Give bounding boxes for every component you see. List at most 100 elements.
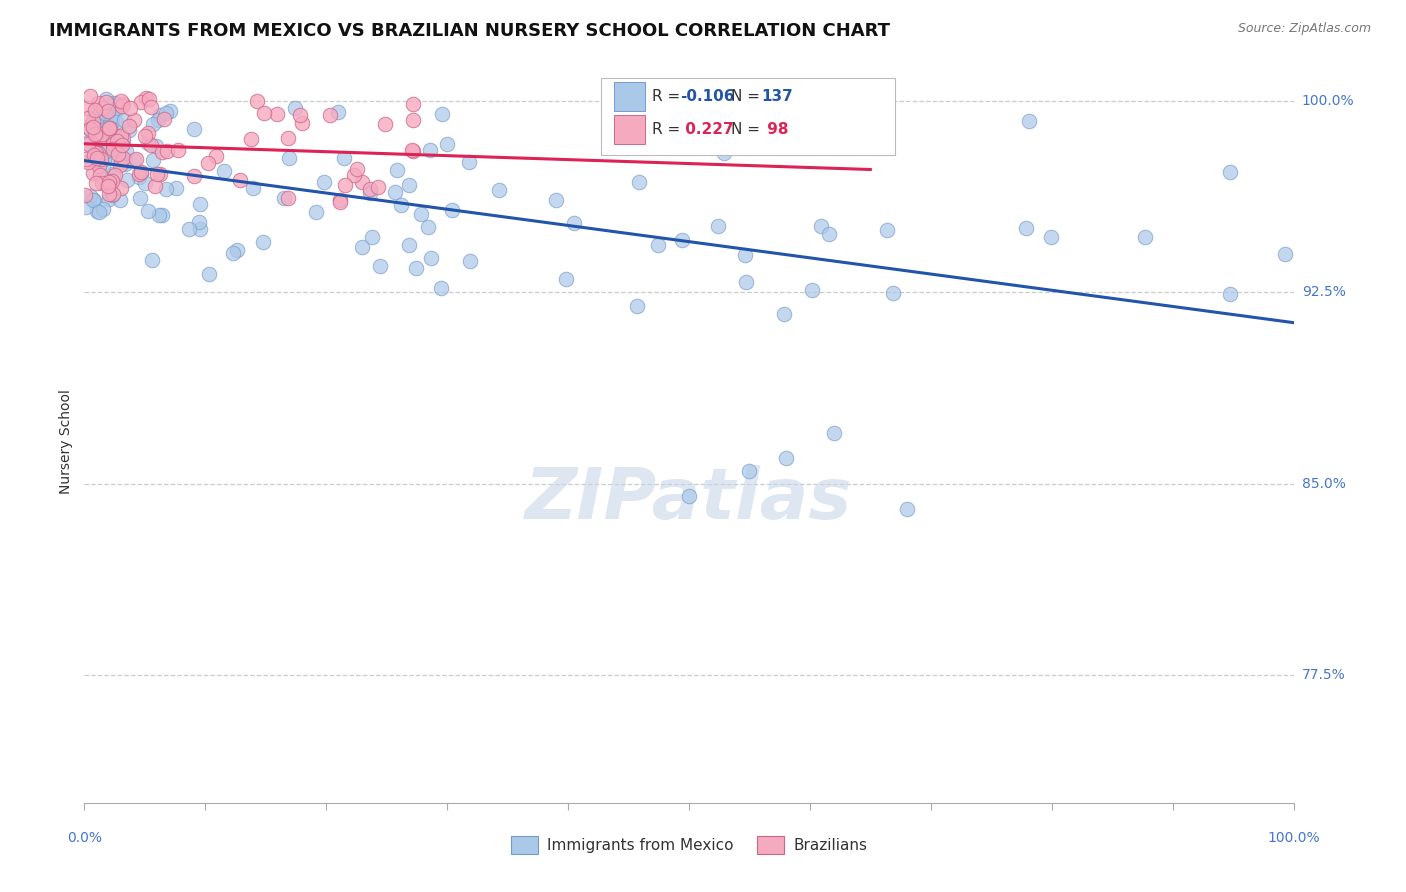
Point (84, 129, 107, 144)
Point (87, 96, 110, 111)
Point (114, 157, 136, 171)
Point (75, 200, 97, 214)
Point (112, 154, 135, 169)
Point (138, 92, 160, 106)
Point (89, 168, 111, 182)
Point (97, 178, 120, 193)
Text: 137: 137 (762, 89, 793, 103)
Point (142, 117, 165, 131)
Point (103, 136, 125, 151)
Point (82, 120, 104, 135)
Point (76, 101, 98, 115)
Point (90, 127, 112, 141)
Point (896, 502, 918, 516)
Point (350, 239, 373, 253)
Point (129, 166, 152, 180)
Text: -0.106: -0.106 (681, 89, 735, 103)
Point (627, 175, 650, 189)
Point (118, 101, 141, 115)
Point (197, 156, 219, 170)
Point (671, 234, 693, 248)
Point (110, 128, 132, 143)
Text: 85.0%: 85.0% (1302, 476, 1346, 491)
Point (876, 223, 898, 237)
Point (76, 111, 98, 125)
Point (91, 176, 114, 190)
Point (136, 126, 159, 140)
Point (823, 425, 845, 440)
Point (93, 159, 115, 173)
Point (401, 143, 423, 157)
Point (544, 193, 567, 207)
Point (359, 186, 381, 201)
Point (122, 113, 145, 128)
Point (84, 113, 107, 128)
Point (101, 142, 124, 156)
Point (139, 138, 162, 153)
Point (389, 198, 412, 212)
Point (98, 187, 121, 202)
Point (772, 307, 794, 321)
Point (699, 117, 721, 131)
Point (83, 193, 105, 207)
Legend: Immigrants from Mexico, Brazilians: Immigrants from Mexico, Brazilians (505, 830, 873, 860)
Point (420, 251, 443, 265)
Point (430, 107, 453, 121)
Point (343, 168, 366, 182)
Point (83, 148, 105, 162)
Point (101, 109, 124, 123)
Point (104, 95, 127, 110)
Point (118, 122, 141, 136)
Point (225, 244, 247, 258)
Point (103, 167, 125, 181)
Point (149, 107, 172, 121)
Point (1018, 114, 1040, 128)
Point (183, 122, 205, 136)
Text: 100.0%: 100.0% (1302, 94, 1354, 108)
Point (105, 114, 128, 128)
Point (554, 272, 576, 286)
Point (93, 105, 115, 120)
Point (314, 176, 336, 190)
Point (273, 191, 295, 205)
Point (96, 175, 118, 189)
Point (436, 137, 458, 152)
Point (112, 151, 135, 165)
Point (253, 105, 276, 120)
Point (90, 113, 112, 128)
Text: N =: N = (731, 122, 765, 136)
Point (73, 120, 96, 134)
Point (409, 207, 432, 221)
Point (707, 219, 730, 234)
Point (416, 220, 439, 235)
Point (155, 182, 177, 196)
Point (84, 103, 107, 117)
Point (266, 107, 288, 121)
Point (79, 188, 101, 202)
Point (401, 113, 423, 128)
Point (204, 149, 226, 163)
Text: 77.5%: 77.5% (1302, 668, 1346, 682)
Point (458, 253, 481, 268)
Point (131, 95, 153, 109)
Point (134, 129, 156, 144)
Point (738, 464, 761, 478)
Point (155, 106, 177, 120)
Point (350, 175, 373, 189)
Point (1219, 287, 1241, 301)
Point (647, 238, 669, 252)
Point (212, 164, 235, 178)
Point (84, 146, 107, 161)
Point (239, 132, 262, 146)
Point (359, 181, 381, 195)
Point (118, 119, 141, 133)
Text: 92.5%: 92.5% (1302, 285, 1346, 299)
Point (361, 230, 384, 244)
Y-axis label: Nursery School: Nursery School (59, 389, 73, 494)
Point (1039, 230, 1062, 244)
Point (86, 110, 108, 124)
Point (94, 92, 117, 106)
Point (114, 144, 136, 158)
Point (122, 153, 145, 167)
Point (228, 173, 250, 187)
